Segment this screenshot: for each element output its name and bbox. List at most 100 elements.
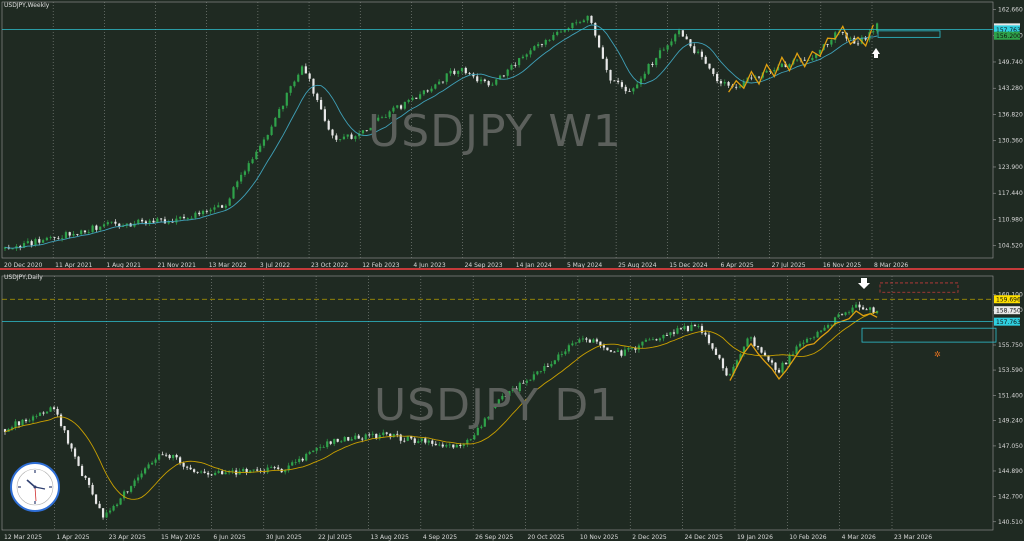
candle-body — [780, 63, 783, 68]
candle-body — [198, 212, 201, 215]
candle-body — [228, 198, 231, 206]
candle-body — [245, 468, 248, 473]
candle-body — [168, 455, 171, 459]
candle-body — [66, 430, 70, 444]
candle-body — [392, 433, 395, 438]
candle-body — [495, 79, 498, 85]
x-tick-label: 24 Dec 2025 — [685, 534, 724, 541]
candle-body — [508, 391, 511, 397]
candle-body — [240, 174, 243, 182]
candle-body — [377, 117, 380, 121]
candle-body — [738, 86, 742, 88]
candle-body — [333, 438, 336, 444]
candle-body — [506, 69, 509, 76]
candle-body — [833, 317, 837, 325]
candle-body — [704, 56, 707, 64]
candle-body — [515, 388, 518, 392]
candle-body — [563, 30, 566, 32]
candle-body — [403, 101, 406, 109]
candle-body — [99, 226, 102, 230]
x-tick-label: 2 Dec 2025 — [632, 534, 667, 541]
y-tick-label: 130.360 — [998, 138, 1023, 145]
y-tick-label: 136.820 — [998, 111, 1023, 118]
candle-body — [773, 70, 776, 72]
candle-body — [445, 73, 448, 82]
candle-body — [765, 70, 768, 73]
candle-body — [83, 230, 87, 233]
weekly-chart-pane[interactable]: 20 Dec 2020 11 Apr 2021 1 Aug 2021 21 Nov 2… — [0, 0, 1024, 270]
x-tick-label: 27 Jul 2025 — [772, 262, 806, 268]
moving-average-line — [4, 311, 878, 500]
candle-body — [87, 477, 91, 485]
candle-body — [749, 337, 753, 339]
candle-body — [854, 304, 858, 308]
candle-body — [553, 360, 556, 365]
candle-body — [172, 454, 175, 459]
candle-body — [396, 433, 399, 435]
candle-body — [68, 232, 71, 236]
candle-body — [628, 91, 631, 92]
pane-divider[interactable] — [0, 268, 1024, 270]
x-tick-label: 22 Jul 2025 — [318, 534, 352, 541]
daily-chart-pane[interactable]: 12 Mar 2025 1 Apr 2025 23 Apr 2025 15 May 2… — [0, 272, 1024, 541]
candle-body — [777, 369, 781, 373]
candle-body — [371, 433, 374, 435]
candle-body — [91, 484, 94, 495]
candle-body — [161, 454, 164, 456]
candle-body — [469, 439, 472, 441]
candle-body — [834, 32, 837, 40]
candle-body — [666, 45, 669, 50]
candle-body — [114, 221, 117, 224]
candle-body — [459, 444, 462, 446]
candle-body — [427, 440, 430, 443]
candle-body — [205, 210, 208, 212]
candle-body — [578, 22, 582, 24]
weekly-chart-title: USDJPY,Weekly — [4, 2, 50, 9]
price-label: 158.750 — [996, 308, 1021, 315]
candle-body — [504, 395, 507, 397]
candle-body — [672, 332, 676, 334]
candle-body — [686, 326, 690, 332]
candle-body — [480, 426, 483, 428]
candle-body — [844, 312, 847, 315]
candle-body — [108, 510, 112, 513]
price-label-box — [994, 31, 1020, 40]
candle-body — [665, 334, 669, 336]
candle-body — [714, 348, 718, 355]
candle-body — [305, 453, 308, 461]
candle-body — [326, 441, 329, 448]
candle-body — [300, 66, 304, 75]
price-label: 156.200 — [996, 33, 1021, 40]
candle-body — [529, 50, 532, 55]
candle-body — [750, 77, 753, 79]
candle-body — [30, 241, 33, 246]
y-tick-label: 149.740 — [998, 59, 1023, 66]
candle-body — [49, 237, 52, 238]
candle-body — [567, 345, 570, 352]
candle-body — [53, 237, 56, 238]
candle-body — [788, 354, 791, 365]
candle-body — [616, 350, 620, 352]
candle-body — [152, 220, 155, 223]
candle-body — [613, 80, 616, 82]
candle-body — [247, 163, 250, 172]
candle-body — [413, 438, 416, 443]
candle-body — [473, 435, 476, 440]
x-tick-label: 20 Dec 2020 — [4, 262, 43, 268]
candle-body — [462, 444, 465, 446]
candle-body — [340, 441, 343, 443]
candle-body — [560, 354, 563, 355]
candle-body — [251, 159, 254, 164]
candle-body — [728, 374, 732, 376]
candle-body — [22, 243, 26, 248]
candle-body — [704, 332, 707, 335]
candle-body — [70, 443, 73, 449]
candle-body — [200, 471, 203, 473]
candle-body — [160, 218, 163, 220]
candle-body — [388, 111, 391, 118]
candle-body — [322, 447, 325, 448]
clock-face-icon — [16, 468, 54, 506]
candle-body — [700, 326, 704, 333]
candle-body — [452, 444, 455, 448]
candle-body — [350, 439, 353, 441]
